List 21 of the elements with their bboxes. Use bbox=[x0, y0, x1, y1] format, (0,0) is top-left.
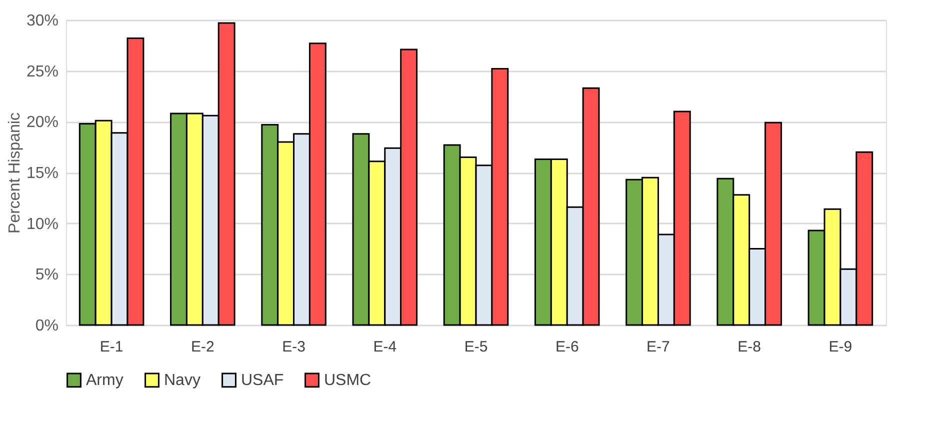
y-tick-label: 30% bbox=[26, 12, 58, 30]
x-tick-label: E-4 bbox=[373, 338, 397, 356]
y-axis-title: Percent Hispanic bbox=[6, 112, 24, 234]
legend-label: USAF bbox=[241, 372, 284, 390]
x-tick-label: E-7 bbox=[646, 338, 670, 356]
y-tick-label: 15% bbox=[26, 165, 58, 182]
legend-label: USMC bbox=[324, 372, 372, 390]
x-tick-label: E-9 bbox=[828, 338, 852, 356]
x-tick-label: E-3 bbox=[282, 338, 306, 356]
x-tick-label: E-8 bbox=[738, 338, 762, 356]
y-tick-label: 10% bbox=[26, 216, 58, 233]
x-tick-label: E-5 bbox=[464, 338, 488, 356]
y-tick-label: 0% bbox=[35, 318, 58, 334]
x-tick-label: E-6 bbox=[555, 338, 579, 356]
x-tick-label: E-2 bbox=[190, 338, 214, 356]
y-tick-label: 5% bbox=[35, 266, 58, 284]
legend-label: Army bbox=[86, 372, 124, 390]
x-tick-label: E-1 bbox=[100, 338, 124, 356]
y-tick-label: 25% bbox=[26, 63, 58, 80]
y-tick-label: 20% bbox=[26, 114, 58, 132]
legend-label: Navy bbox=[164, 372, 200, 390]
